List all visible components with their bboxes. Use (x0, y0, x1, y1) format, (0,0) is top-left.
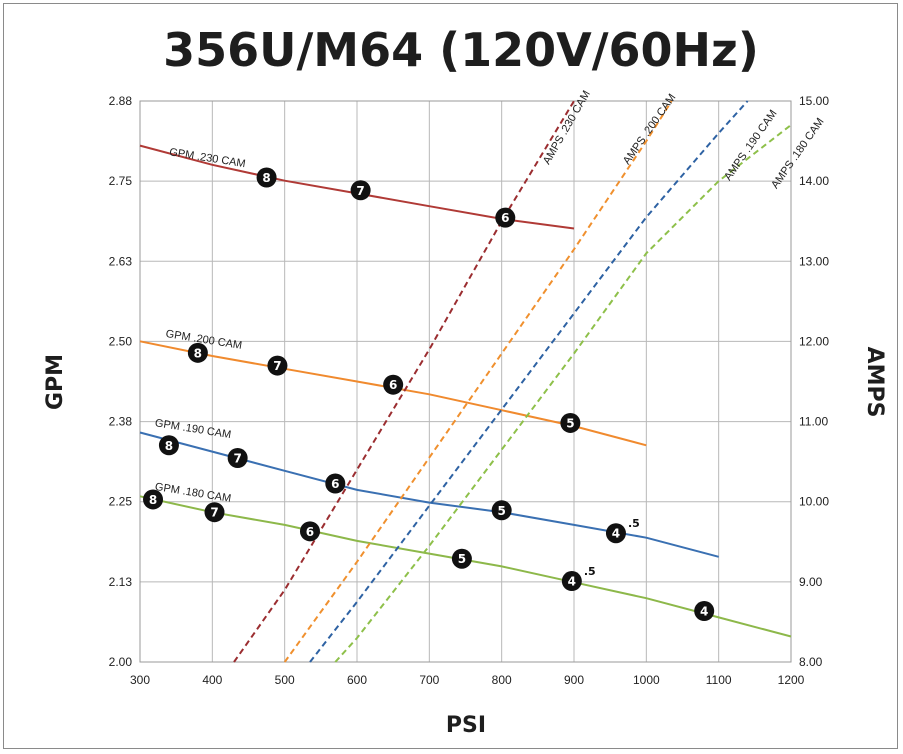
point-marker (694, 601, 715, 621)
point-marker-label: 5 (497, 504, 505, 518)
y-tick-label: 2.25 (109, 495, 133, 509)
y2-tick-label: 9.00 (799, 575, 823, 589)
y2-tick-label: 14.00 (799, 174, 829, 188)
point-marker (350, 180, 371, 201)
x-tick-label: 600 (347, 673, 367, 687)
y2-tick-label: 11.00 (799, 415, 828, 429)
point-marker (299, 521, 320, 542)
y2-axis-label: AMPS (862, 347, 887, 418)
point-marker-label: 6 (501, 211, 509, 225)
point-marker (158, 435, 179, 456)
x-axis-label: PSI (446, 713, 486, 738)
y-tick-label: 2.13 (109, 575, 133, 589)
plot-area-border (139, 100, 792, 663)
point-marker-label: 7 (273, 359, 281, 373)
x-tick-label: 1000 (633, 673, 660, 687)
y2-tick-label: 8.00 (799, 655, 823, 669)
point-marker (227, 448, 248, 468)
point-marker (605, 523, 626, 544)
x-tick-label: 400 (202, 673, 222, 687)
tick-labels: 300 400 500 600 700 800 900 1000 1100 1200 2.00 8.0… (109, 94, 830, 687)
point-marker (204, 502, 225, 523)
point-marker-label: 4 (568, 575, 576, 589)
point-marker (491, 500, 512, 521)
y2-tick-label: 12.00 (799, 334, 829, 348)
x-tick-label: 700 (419, 673, 439, 687)
point-marker-label: 8 (262, 171, 270, 185)
point-marker-label: 6 (306, 525, 314, 539)
point-marker-label: 6 (331, 477, 339, 491)
point-marker (325, 473, 346, 494)
y-tick-label: 2.38 (109, 415, 133, 429)
x-tick-label: 800 (492, 673, 512, 687)
series-line (283, 100, 673, 663)
point-marker-label: 4 (612, 527, 620, 541)
point-marker-label: 8 (194, 346, 202, 360)
point-marker-label: 5 (458, 552, 466, 566)
x-tick-label: 900 (564, 673, 584, 687)
y2-tick-label: 10.00 (799, 495, 829, 509)
y-axis-label: GPM (43, 354, 68, 410)
series-label: GPM .230 CAM (168, 146, 246, 170)
point-marker-label: 6 (389, 378, 397, 392)
series-lines (139, 100, 792, 663)
point-marker-label: 8 (149, 493, 157, 507)
point-marker (451, 548, 472, 569)
point-marker (495, 207, 516, 228)
point-marker (560, 412, 581, 433)
grid (139, 100, 792, 663)
point-marker-label: 8 (165, 439, 173, 453)
point-marker-label: 7 (233, 452, 241, 466)
point-marker-label: 7 (210, 506, 218, 520)
x-tick-label: 300 (130, 673, 150, 687)
x-tick-label: 1200 (778, 673, 805, 687)
point-markers: 8 7 6 8 7 6 5 8 7 6 5 4 .5 8 7 6 5 4 .5 4 (143, 167, 715, 621)
x-tick-label: 1100 (706, 673, 732, 687)
point-marker-label: 7 (356, 184, 364, 198)
point-marker-label: 4 (700, 605, 708, 619)
point-marker (143, 489, 164, 510)
point-marker-suffix: .5 (584, 565, 596, 578)
series-label: AMPS .230 CAM (541, 89, 593, 167)
y2-tick-label: 13.00 (799, 254, 829, 268)
point-marker (187, 342, 208, 363)
y-tick-label: 2.75 (109, 174, 133, 188)
point-marker-suffix: .5 (628, 517, 640, 530)
point-marker-label: 5 (566, 416, 574, 430)
y-tick-label: 2.00 (109, 655, 133, 669)
series-label: AMPS .190 CAM (722, 108, 780, 183)
series-line (334, 124, 792, 663)
point-marker (383, 374, 404, 395)
x-tick-label: 500 (275, 673, 295, 687)
series-line (309, 100, 749, 663)
chart-frame (3, 3, 898, 749)
y-tick-label: 2.63 (109, 254, 133, 268)
y2-tick-label: 15.00 (799, 94, 829, 108)
point-marker (561, 571, 582, 592)
point-marker (256, 167, 277, 188)
series-label: AMPS .200 CAM (621, 92, 679, 167)
y-tick-label: 2.50 (109, 334, 133, 348)
y-tick-label: 2.88 (109, 94, 133, 108)
series-line (233, 100, 575, 663)
chart-title: 356U/M64 (120V/60Hz) (163, 23, 759, 77)
point-marker (267, 355, 288, 376)
